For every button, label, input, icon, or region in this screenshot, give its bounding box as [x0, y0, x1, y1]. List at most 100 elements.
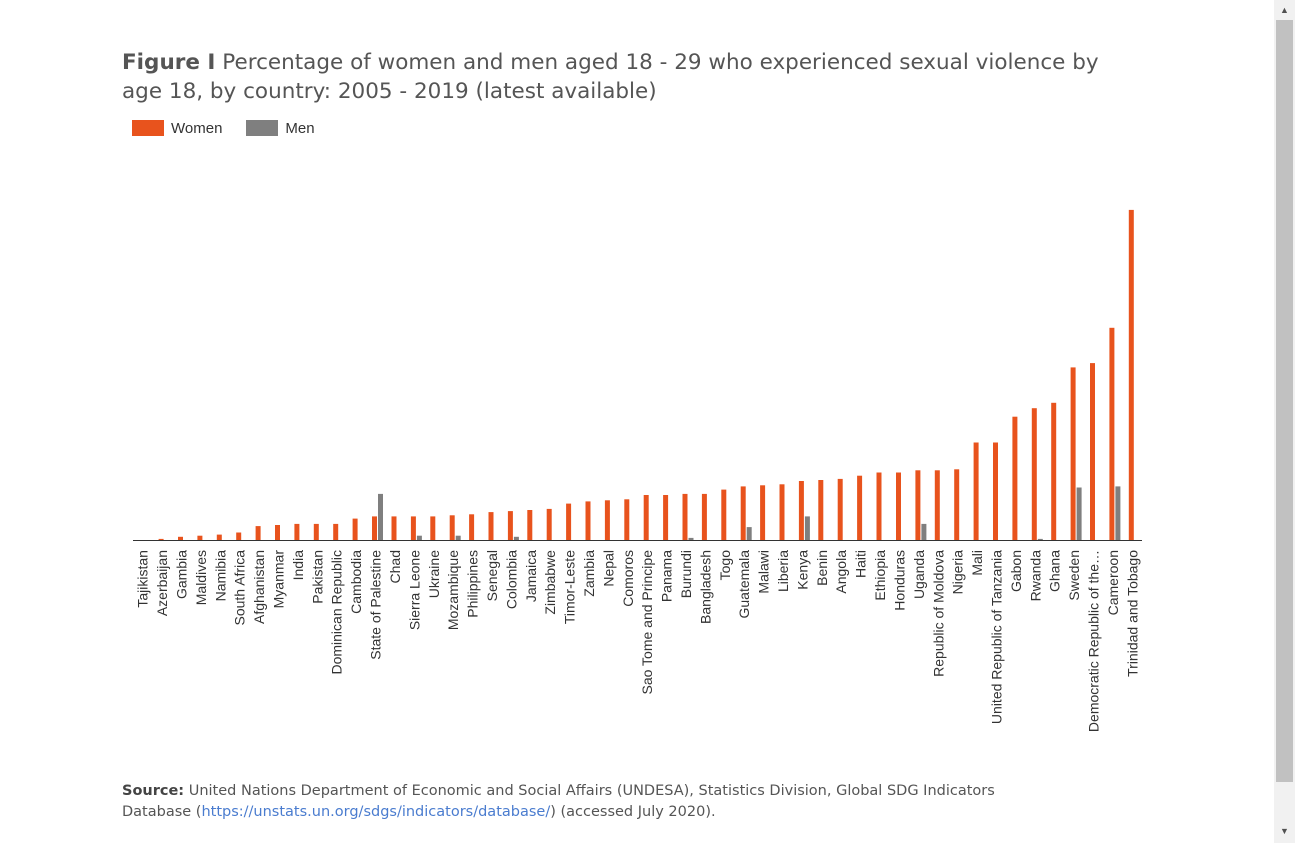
x-tick-label-chad: Chad — [387, 550, 403, 583]
x-tick-label-south-africa: South Africa — [232, 550, 248, 626]
bar-women-kenya — [798, 481, 804, 540]
x-tick-label-azerbaijan: Azerbaijan — [154, 550, 170, 616]
x-tick-label-trinidad-and-tobago: Trinidad and Tobago — [1124, 550, 1140, 677]
x-tick-label-mali: Mali — [969, 550, 985, 576]
x-tick-label-senegal: Senegal — [484, 550, 500, 601]
x-tick-label-sao-tome-and-principe: Sao Tome and Principe — [639, 550, 655, 695]
x-tick-label-tajikistan: Tajikistan — [135, 550, 151, 608]
x-tick-label-maldives: Maldives — [193, 550, 209, 605]
bar-men-sweden — [1076, 487, 1082, 540]
x-tick-label-uganda: Uganda — [911, 550, 927, 599]
legend-swatch-men — [246, 120, 279, 136]
bar-men-mozambique — [455, 535, 461, 540]
legend-item-women: Women — [132, 120, 222, 137]
x-tick-label-guatemala: Guatemala — [736, 550, 752, 619]
x-tick-label-mozambique: Mozambique — [445, 550, 461, 630]
x-tick-label-kenya: Kenya — [794, 550, 810, 590]
x-tick-label-liberia: Liberia — [775, 550, 791, 592]
x-tick-label-philippines: Philippines — [465, 550, 481, 618]
bar-women-comoros — [624, 499, 630, 540]
bar-women-guatemala — [740, 486, 746, 540]
bar-women-philippines — [469, 514, 475, 540]
x-tick-label-democratic-republic-of-the: Democratic Republic of the… — [1086, 550, 1102, 732]
bar-women-zambia — [585, 501, 591, 540]
bar-men-guatemala — [746, 527, 752, 540]
source-link[interactable]: https://unstats.un.org/sdgs/indicators/d… — [201, 804, 551, 820]
x-tick-label-namibia: Namibia — [212, 550, 228, 602]
x-tick-label-republic-of-moldova: Republic of Moldova — [930, 550, 946, 677]
x-tick-label-sweden: Sweden — [1066, 550, 1082, 601]
arrow-down-icon[interactable]: ▼ — [1280, 826, 1289, 836]
bar-women-haiti — [857, 475, 863, 540]
x-tick-label-colombia: Colombia — [503, 550, 519, 609]
x-tick-label-angola: Angola — [833, 550, 849, 594]
x-tick-label-honduras: Honduras — [892, 550, 908, 611]
x-tick-label-comoros: Comoros — [620, 550, 636, 607]
bar-women-sweden — [1070, 367, 1076, 540]
x-tick-label-cameroon: Cameroon — [1105, 550, 1121, 615]
bar-women-afghanistan — [255, 526, 261, 540]
x-tick-label-bangladesh: Bangladesh — [697, 550, 713, 624]
source-note: Source: United Nations Department of Eco… — [122, 781, 1042, 823]
bar-women-ghana — [1051, 402, 1057, 540]
bar-women-sao-tome-and-principe — [643, 495, 649, 540]
x-tick-label-cambodia: Cambodia — [348, 550, 364, 614]
scrollbar-thumb[interactable] — [1276, 20, 1293, 782]
bar-women-ethiopia — [876, 472, 882, 540]
x-tick-label-ethiopia: Ethiopia — [872, 550, 888, 601]
bar-women-democratic-republic-of-the — [1090, 363, 1095, 540]
bar-women-liberia — [779, 484, 785, 540]
bar-women-maldives — [197, 535, 203, 540]
bar-women-zimbabwe — [546, 508, 552, 540]
bar-women-sierra-leone — [410, 516, 416, 540]
x-tick-label-sierra-leone: Sierra Leone — [406, 550, 422, 630]
bar-women-nepal — [604, 500, 610, 540]
x-tick-label-jamaica: Jamaica — [523, 550, 539, 602]
bar-men-kenya — [804, 516, 810, 540]
bar-men-uganda — [921, 523, 927, 540]
bar-women-cameroon — [1109, 327, 1115, 540]
figure-label: Figure I — [122, 50, 216, 75]
bar-women-mozambique — [449, 515, 455, 540]
x-tick-label-timor-leste: Timor-Leste — [562, 550, 578, 624]
bar-women-azerbaijan — [158, 538, 164, 540]
bar-women-republic-of-moldova — [934, 470, 940, 540]
source-text: United Nations Department of Economic an… — [122, 783, 995, 820]
bar-women-benin — [818, 480, 824, 540]
x-tick-label-malawi: Malawi — [756, 550, 772, 594]
x-tick-label-united-republic-of-tanzania: United Republic of Tanzania — [989, 550, 1005, 724]
figure-title-text: Percentage of women and men aged 18 - 29… — [122, 50, 1099, 104]
source-text-end: ) (accessed July 2020). — [550, 804, 716, 820]
bar-women-jamaica — [527, 510, 533, 540]
source-label: Source: — [122, 783, 185, 799]
bar-women-pakistan — [313, 523, 319, 540]
x-tick-label-afghanistan: Afghanistan — [251, 550, 267, 624]
figure-title: Figure I Percentage of women and men age… — [122, 48, 1132, 106]
x-tick-label-india: India — [290, 550, 306, 581]
bar-women-angola — [837, 478, 843, 540]
legend-item-men: Men — [246, 119, 315, 137]
x-tick-label-pakistan: Pakistan — [309, 550, 325, 604]
bar-men-cameroon — [1115, 486, 1121, 540]
legend-label-men: Men — [285, 119, 315, 137]
vertical-scrollbar[interactable]: ▲ ▼ — [1274, 0, 1295, 843]
bar-chart: Tajikistan Azerbaijan Gambia Maldives Namibi… — [133, 209, 1142, 732]
bar-women-chad — [391, 516, 397, 540]
bar-men-rwanda — [1037, 538, 1043, 540]
bar-women-honduras — [896, 472, 901, 540]
bar-women-namibia — [216, 534, 222, 540]
bar-women-colombia — [507, 511, 513, 540]
bar-women-malawi — [760, 485, 766, 540]
arrow-up-icon[interactable]: ▲ — [1280, 5, 1289, 15]
bar-women-bangladesh — [701, 493, 707, 540]
x-tick-label-gambia: Gambia — [174, 550, 190, 599]
x-tick-label-benin: Benin — [814, 550, 830, 586]
bar-men-colombia — [513, 536, 519, 540]
x-tick-label-gabon: Gabon — [1008, 550, 1024, 592]
bar-women-dominican-republic — [333, 523, 339, 540]
x-tick-label-zimbabwe: Zimbabwe — [542, 550, 558, 615]
bar-women-senegal — [488, 512, 494, 540]
bar-women-state-of-palestine — [372, 516, 377, 540]
bar-women-india — [294, 523, 300, 540]
